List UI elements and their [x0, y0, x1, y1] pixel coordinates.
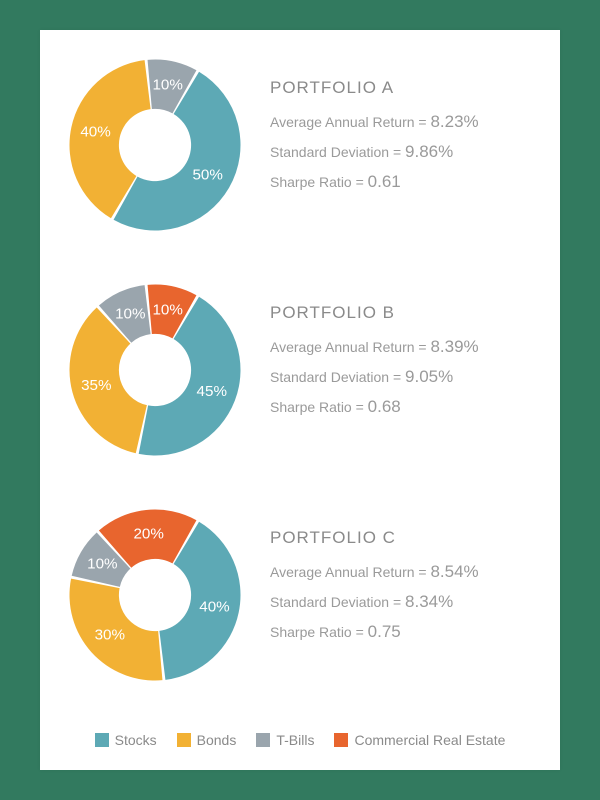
portfolio-row: 45% 35% 10% 10% PORTFOLIO B Average Annual …	[40, 265, 560, 465]
metric: Average Annual Return = 8.39%	[270, 337, 550, 357]
slice-label: 10%	[115, 305, 145, 322]
metric-label: Standard Deviation =	[270, 594, 405, 610]
metric-value: 8.39%	[430, 337, 478, 356]
portfolio-row: 40% 30% 10% 20% PORTFOLIO C Average Annual …	[40, 490, 560, 690]
slice-label: 50%	[192, 166, 222, 183]
metric-value: 8.34%	[405, 592, 453, 611]
portfolio-info: PORTFOLIO C Average Annual Return = 8.54…	[270, 528, 550, 652]
metric-label: Sharpe Ratio =	[270, 174, 368, 190]
legend-swatch	[177, 733, 191, 747]
legend-item: Bonds	[177, 732, 237, 748]
metric-value: 0.75	[368, 622, 401, 641]
metric-value: 8.23%	[430, 112, 478, 131]
metric-value: 8.54%	[430, 562, 478, 581]
metric-label: Sharpe Ratio =	[270, 624, 368, 640]
metric: Average Annual Return = 8.54%	[270, 562, 550, 582]
slice-label: 10%	[152, 77, 182, 94]
legend-item: Stocks	[95, 732, 157, 748]
metric: Standard Deviation = 9.05%	[270, 367, 550, 387]
canvas: 50% 40% 10% PORTFOLIO A Average Annual Ret…	[0, 0, 600, 800]
slice-label: 30%	[95, 627, 125, 644]
slice-label: 10%	[87, 556, 117, 573]
donut-chart: 40% 30% 10% 20%	[60, 500, 250, 690]
metric: Standard Deviation = 9.86%	[270, 142, 550, 162]
portfolio-info: PORTFOLIO B Average Annual Return = 8.39…	[270, 303, 550, 427]
metric-value: 9.86%	[405, 142, 453, 161]
legend-swatch	[334, 733, 348, 747]
legend-label: T-Bills	[276, 732, 314, 748]
metric-label: Average Annual Return =	[270, 564, 430, 580]
slice-label: 40%	[80, 123, 110, 140]
metric: Average Annual Return = 8.23%	[270, 112, 550, 132]
metric-label: Sharpe Ratio =	[270, 399, 368, 415]
slice-label: 40%	[199, 599, 229, 616]
portfolio-row: 50% 40% 10% PORTFOLIO A Average Annual Ret…	[40, 40, 560, 240]
metric: Sharpe Ratio = 0.61	[270, 172, 550, 192]
portfolio-title: PORTFOLIO A	[270, 78, 550, 98]
metric-label: Standard Deviation =	[270, 144, 405, 160]
legend-label: Commercial Real Estate	[354, 732, 505, 748]
metric: Sharpe Ratio = 0.75	[270, 622, 550, 642]
metric-value: 0.61	[368, 172, 401, 191]
legend-swatch	[95, 733, 109, 747]
legend: Stocks Bonds T-Bills Commercial Real Estate	[40, 732, 560, 748]
legend-item: T-Bills	[256, 732, 314, 748]
metric-label: Standard Deviation =	[270, 369, 405, 385]
metric: Standard Deviation = 8.34%	[270, 592, 550, 612]
slice-label: 45%	[197, 383, 227, 400]
metric-label: Average Annual Return =	[270, 114, 430, 130]
portfolio-info: PORTFOLIO A Average Annual Return = 8.23…	[270, 78, 550, 202]
slice-label: 20%	[133, 526, 163, 543]
legend-item: Commercial Real Estate	[334, 732, 505, 748]
legend-swatch	[256, 733, 270, 747]
donut-chart: 45% 35% 10% 10%	[60, 275, 250, 465]
slice-label: 35%	[81, 377, 111, 394]
legend-label: Bonds	[197, 732, 237, 748]
portfolio-title: PORTFOLIO C	[270, 528, 550, 548]
card: 50% 40% 10% PORTFOLIO A Average Annual Ret…	[40, 30, 560, 770]
metric-value: 0.68	[368, 397, 401, 416]
metric: Sharpe Ratio = 0.68	[270, 397, 550, 417]
legend-label: Stocks	[115, 732, 157, 748]
metric-label: Average Annual Return =	[270, 339, 430, 355]
metric-value: 9.05%	[405, 367, 453, 386]
slice-label: 10%	[152, 302, 182, 319]
donut-chart: 50% 40% 10%	[60, 50, 250, 240]
portfolio-title: PORTFOLIO B	[270, 303, 550, 323]
